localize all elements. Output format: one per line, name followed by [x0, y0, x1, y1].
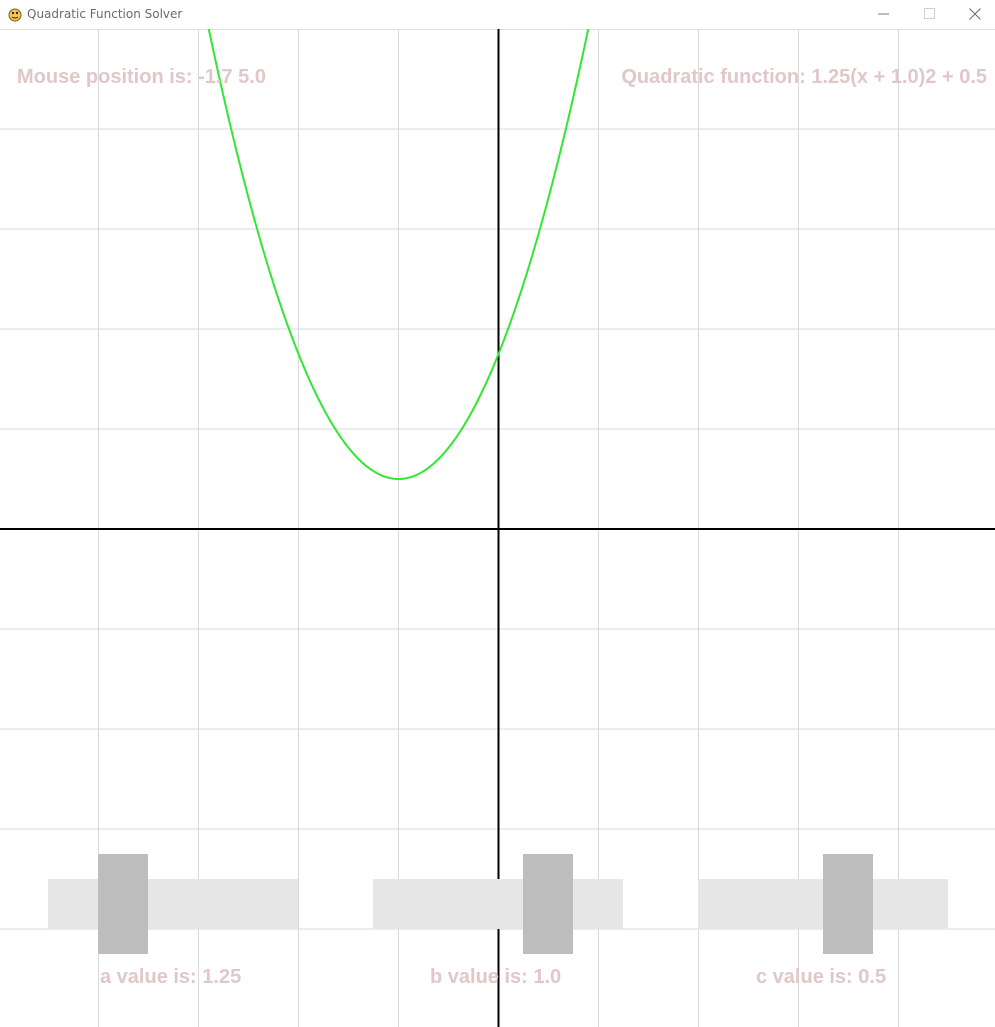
quadratic-function-label: Quadratic function: 1.25(x + 1.0)2 + 0.5 [621, 66, 987, 88]
a-value-label: a value is: 1.25 [100, 966, 242, 988]
graph-canvas[interactable] [0, 29, 995, 1027]
slider-a-handle[interactable] [98, 854, 148, 954]
slider-b-track[interactable] [373, 879, 623, 929]
mouse-position-label: Mouse position is: -1.7 5.0 [17, 66, 266, 88]
slider-a-track[interactable] [48, 879, 298, 929]
axes [0, 29, 995, 1027]
slider-c-handle[interactable] [823, 854, 873, 954]
b-value-label: b value is: 1.0 [430, 966, 562, 988]
maximize-button[interactable] [907, 0, 953, 29]
close-button[interactable] [952, 0, 995, 29]
maximize-icon [924, 8, 935, 19]
minimize-icon [878, 13, 889, 15]
close-icon [969, 8, 981, 20]
pygame-snake-icon [8, 8, 22, 22]
minimize-button[interactable] [861, 0, 907, 29]
parabola-curve [207, 29, 590, 480]
slider-b-handle[interactable] [523, 854, 573, 954]
window-title: Quadratic Function Solver [27, 7, 183, 21]
c-value-label: c value is: 0.5 [756, 966, 887, 988]
title-bar: Quadratic Function Solver [0, 0, 995, 30]
